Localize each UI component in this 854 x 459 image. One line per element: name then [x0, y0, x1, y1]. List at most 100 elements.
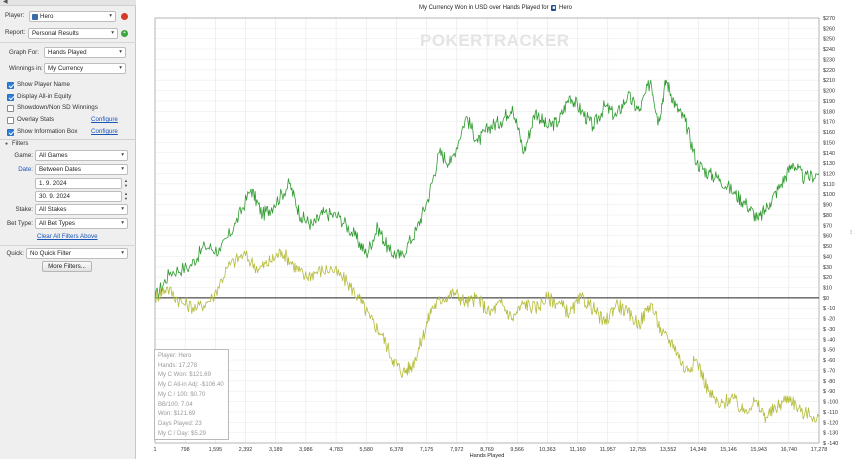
- y-tick-label: $20: [823, 275, 832, 281]
- x-tick-label: 12,755: [630, 447, 647, 453]
- series-line: [154, 79, 820, 299]
- x-tick-label: 10,363: [539, 447, 556, 453]
- player-select[interactable]: Hero ▾: [29, 11, 116, 22]
- y-tick-label: $100: [823, 192, 835, 198]
- x-tick-label: 11,957: [600, 447, 616, 453]
- information-box: Player: Hero Hands: 17,278 My C Won: $121.…: [154, 349, 229, 440]
- report-value: Personal Results: [32, 30, 79, 37]
- date-label[interactable]: Date:: [18, 166, 33, 173]
- y-tick-label: $160: [823, 130, 835, 136]
- date-to-input[interactable]: 30. 9. 2024: [35, 191, 122, 202]
- winnings-value: My Currency: [48, 65, 84, 72]
- y-tick-label: $210: [823, 78, 835, 84]
- series-line: [154, 248, 820, 423]
- chevron-down-icon: ▾: [119, 49, 122, 55]
- date-to-value: 30. 9. 2024: [39, 193, 70, 200]
- y-tick-label: $90: [823, 203, 832, 209]
- y-tick-label: $ -70: [823, 368, 835, 374]
- date-from-input[interactable]: 1. 9. 2024: [35, 178, 122, 189]
- collapse-bar[interactable]: ◀: [0, 0, 136, 6]
- y-tick-label: $170: [823, 120, 835, 126]
- x-tick-label: 1: [154, 447, 157, 453]
- y-tick-label: $140: [823, 151, 835, 157]
- y-tick-label: $50: [823, 244, 832, 250]
- chevron-down-icon: ▾: [121, 166, 124, 172]
- back-arrow-icon[interactable]: ◀: [3, 0, 8, 5]
- y-tick-label: $70: [823, 223, 832, 229]
- chevron-down-icon: ▾: [111, 30, 114, 36]
- y-tick-label: $80: [823, 213, 832, 219]
- scroll-handle-icon[interactable]: ⁝: [850, 230, 852, 236]
- chart-title-text: My Currency Won in USD over Hands Played…: [419, 5, 549, 11]
- game-value: All Games: [39, 152, 68, 159]
- chart-area: My Currency Won in USD over Hands Played…: [137, 0, 854, 459]
- stake-select[interactable]: All Stakes ▾: [35, 204, 128, 215]
- date-to-spinner-icon[interactable]: ▲ ▼: [124, 191, 128, 201]
- player-badge-icon: ■: [551, 5, 557, 11]
- winnings-select[interactable]: My Currency ▾: [44, 63, 126, 74]
- info-box-line: My C / Day: $5.29: [158, 430, 207, 437]
- bet-type-label: Bet Type:: [6, 220, 33, 227]
- quick-filter-value: No Quick Filter: [30, 250, 71, 257]
- checkbox-label: Overlay Stats: [17, 116, 55, 123]
- info-box-line: Hands: 17,278: [158, 362, 198, 369]
- checkbox-icon[interactable]: [7, 105, 14, 112]
- quick-filter-select[interactable]: No Quick Filter ▾: [26, 248, 128, 259]
- divider: [0, 42, 136, 43]
- info-box-line: BB/100: 7.04: [158, 401, 193, 408]
- collapse-icon[interactable]: ●: [5, 141, 9, 147]
- x-tick-label: 3,189: [269, 447, 283, 453]
- plot-frame: [154, 17, 820, 444]
- info-box-line: Days Played: 23: [158, 420, 202, 427]
- divider: [0, 245, 136, 246]
- checkbox-icon[interactable]: [7, 129, 14, 136]
- quick-label: Quick:: [6, 250, 24, 257]
- x-tick-label: 16,740: [781, 447, 798, 453]
- configure-overlay-link[interactable]: Configure: [91, 116, 118, 123]
- x-tick-label: 5,580: [360, 447, 374, 453]
- y-tick-label: $ -110: [823, 410, 838, 416]
- date-from-spinner-icon[interactable]: ▲ ▼: [124, 178, 128, 188]
- y-tick-label: $ -30: [823, 327, 835, 333]
- chevron-down-icon: ▾: [121, 220, 124, 226]
- chart-title: My Currency Won in USD over Hands Played…: [137, 5, 854, 11]
- x-tick-label: 7,175: [420, 447, 434, 453]
- graph-for-select[interactable]: Hands Played ▾: [44, 47, 126, 58]
- stake-value: All Stakes: [39, 206, 67, 213]
- bet-type-value: All Bet Types: [39, 220, 75, 227]
- y-tick-label: $260: [823, 26, 835, 32]
- x-axis-label: Hands Played: [470, 453, 505, 459]
- x-tick-label: 6,378: [390, 447, 404, 453]
- player-value: Hero: [40, 13, 54, 20]
- x-tick-label: 17,278: [811, 447, 828, 453]
- checkbox-icon[interactable]: [7, 82, 14, 89]
- y-tick-label: $ -80: [823, 379, 835, 385]
- report-select[interactable]: Personal Results ▾: [28, 28, 118, 39]
- game-select[interactable]: All Games ▾: [35, 150, 128, 161]
- checkbox-icon[interactable]: [7, 94, 14, 101]
- date-select[interactable]: Between Dates ▾: [35, 164, 128, 175]
- player-settings-icon[interactable]: [121, 13, 128, 20]
- chevron-down-icon: ▾: [109, 13, 112, 19]
- chevron-down-icon: ▾: [121, 206, 124, 212]
- y-tick-label: $0: [823, 296, 829, 302]
- clear-filters-link[interactable]: Clear All Filters Above: [37, 233, 98, 240]
- configure-info-box-link[interactable]: Configure: [91, 128, 118, 135]
- filters-section-header[interactable]: ● Filters: [0, 139, 136, 148]
- report-label: Report:: [5, 29, 26, 36]
- checkbox-icon[interactable]: [7, 117, 14, 124]
- filters-title: Filters: [12, 141, 29, 147]
- y-tick-label: $150: [823, 140, 835, 146]
- winnings-label: Winnings in:: [9, 65, 43, 72]
- x-tick-label: 798: [181, 447, 190, 453]
- y-tick-label: $180: [823, 109, 835, 115]
- y-tick-label: $120: [823, 171, 835, 177]
- x-tick-label: 4,783: [329, 447, 343, 453]
- x-tick-label: 7,972: [450, 447, 464, 453]
- y-tick-label: $ -120: [823, 420, 838, 426]
- y-tick-label: $30: [823, 265, 832, 271]
- refresh-icon[interactable]: +: [121, 30, 128, 37]
- more-filters-button[interactable]: More Filters...: [42, 261, 92, 272]
- bet-type-select[interactable]: All Bet Types ▾: [35, 218, 128, 229]
- date-value: Between Dates: [39, 166, 81, 173]
